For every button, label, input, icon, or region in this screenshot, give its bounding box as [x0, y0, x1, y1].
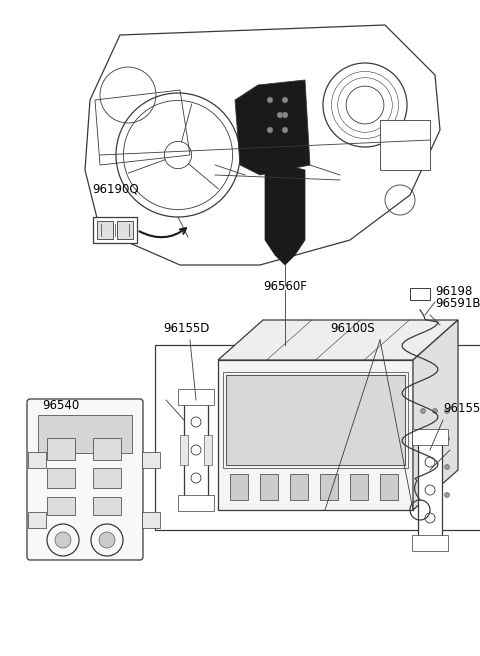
Text: 96591B: 96591B [435, 297, 480, 310]
Bar [38, 415, 132, 453]
Bar [290, 474, 308, 500]
Text: 96100S: 96100S [330, 322, 374, 335]
Bar [418, 435, 442, 545]
Circle shape [444, 464, 449, 470]
Circle shape [420, 464, 425, 470]
Text: 96540: 96540 [42, 399, 79, 412]
Bar [223, 372, 408, 468]
Bar [93, 468, 121, 488]
Bar [180, 435, 188, 465]
Circle shape [420, 493, 425, 497]
Bar [93, 217, 137, 243]
Bar [320, 474, 338, 500]
Bar [178, 495, 214, 511]
Circle shape [282, 112, 288, 118]
Bar [380, 120, 430, 170]
Bar [47, 468, 75, 488]
Circle shape [432, 464, 437, 470]
Circle shape [432, 436, 437, 441]
Bar [47, 438, 75, 460]
Circle shape [444, 436, 449, 441]
Text: 96190Q: 96190Q [92, 183, 139, 196]
Bar [97, 221, 113, 239]
Bar [410, 288, 430, 300]
Polygon shape [235, 80, 310, 175]
Bar [155, 345, 480, 530]
Polygon shape [265, 165, 305, 265]
Circle shape [282, 97, 288, 103]
Bar [142, 512, 160, 528]
Circle shape [420, 436, 425, 441]
Bar [184, 395, 208, 505]
Bar [47, 497, 75, 515]
Bar [28, 512, 46, 528]
Circle shape [99, 532, 115, 548]
Bar [93, 438, 121, 460]
Polygon shape [218, 320, 458, 360]
FancyBboxPatch shape [27, 399, 143, 560]
Circle shape [277, 112, 283, 118]
Circle shape [432, 493, 437, 497]
Circle shape [444, 409, 449, 413]
Polygon shape [413, 320, 458, 510]
Circle shape [444, 493, 449, 497]
Bar [230, 474, 248, 500]
Circle shape [267, 127, 273, 133]
Text: 96560F: 96560F [263, 280, 307, 293]
Bar [28, 452, 46, 468]
Bar [380, 474, 398, 500]
Bar [93, 497, 121, 515]
Bar [204, 435, 212, 465]
Bar [226, 375, 405, 465]
Bar [117, 221, 133, 239]
Bar [350, 474, 368, 500]
Circle shape [432, 409, 437, 413]
Circle shape [282, 127, 288, 133]
Circle shape [420, 409, 425, 413]
Bar [412, 535, 448, 551]
Text: 96198: 96198 [435, 285, 472, 298]
Bar [218, 360, 413, 510]
Text: 96155E: 96155E [443, 402, 480, 415]
Bar [142, 452, 160, 468]
Circle shape [267, 97, 273, 103]
Bar [178, 389, 214, 405]
Bar [260, 474, 278, 500]
Bar [412, 429, 448, 445]
Text: 96155D: 96155D [163, 322, 209, 335]
Circle shape [55, 532, 71, 548]
